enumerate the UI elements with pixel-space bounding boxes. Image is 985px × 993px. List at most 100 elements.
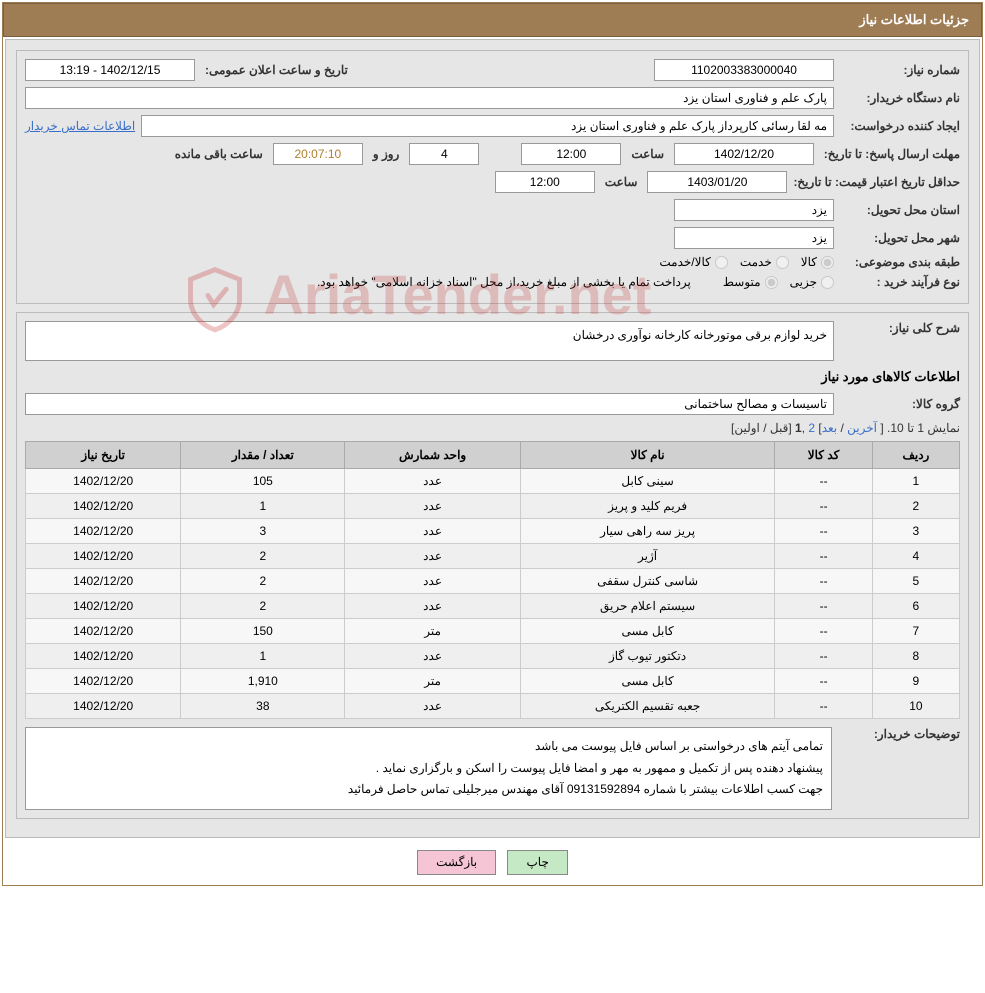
- table-row: 1--سینی کابلعدد1051402/12/20: [26, 469, 960, 494]
- days-label: روز و: [369, 147, 404, 161]
- radio-both[interactable]: کالا/خدمت: [659, 255, 727, 269]
- table-cell: عدد: [345, 644, 520, 669]
- group-value: تاسیسات و مصالح ساختمانی: [25, 393, 834, 415]
- city-value: یزد: [674, 227, 834, 249]
- table-cell: عدد: [345, 544, 520, 569]
- table-cell: 5: [872, 569, 959, 594]
- table-cell: عدد: [345, 594, 520, 619]
- items-table: ردیفکد کالانام کالاواحد شمارشتعداد / مقد…: [25, 441, 960, 719]
- validity-date: 1403/01/20: [647, 171, 787, 193]
- need-number-value: 1102003383000040: [654, 59, 834, 81]
- notes-line1: تمامی آیتم های درخواستی بر اساس فایل پیو…: [34, 736, 823, 758]
- table-cell: 1402/12/20: [26, 619, 181, 644]
- table-cell: فریم کلید و پریز: [520, 494, 775, 519]
- radio-medium-label: متوسط: [723, 275, 761, 289]
- announce-label: تاریخ و ساعت اعلان عمومی:: [201, 63, 352, 77]
- table-cell: 1402/12/20: [26, 469, 181, 494]
- need-number-label: شماره نیاز:: [840, 63, 960, 77]
- table-cell: --: [775, 594, 872, 619]
- process-label: نوع فرآیند خرید :: [840, 275, 960, 289]
- pager-last[interactable]: آخرین: [847, 421, 877, 435]
- desc-label: شرح کلی نیاز:: [840, 321, 960, 335]
- pager-next[interactable]: بعد: [822, 421, 837, 435]
- radio-partial-label: جزیی: [790, 275, 817, 289]
- table-row: 6--سیستم اعلام حریقعدد21402/12/20: [26, 594, 960, 619]
- table-cell: 6: [872, 594, 959, 619]
- notes-line3: جهت کسب اطلاعات بیشتر با شماره 091315928…: [34, 779, 823, 801]
- table-cell: --: [775, 644, 872, 669]
- buyer-org-value: پارک علم و فناوری استان یزد: [25, 87, 834, 109]
- back-button[interactable]: بازگشت: [417, 850, 496, 875]
- hour-label-1: ساعت: [627, 147, 668, 161]
- table-cell: 150: [181, 619, 345, 644]
- table-cell: 9: [872, 669, 959, 694]
- table-cell: 2: [872, 494, 959, 519]
- pager-prefix: نمایش 1 تا 10. [: [877, 421, 960, 435]
- contact-link[interactable]: اطلاعات تماس خریدار: [25, 119, 135, 133]
- deadline-hour: 12:00: [521, 143, 621, 165]
- radio-partial[interactable]: جزیی: [790, 275, 834, 289]
- countdown: 20:07:10: [273, 143, 363, 165]
- table-row: 9--کابل مسیمتر1,9101402/12/20: [26, 669, 960, 694]
- remaining-label: ساعت باقی مانده: [171, 147, 267, 161]
- table-cell: 1402/12/20: [26, 544, 181, 569]
- notes-label: توضیحات خریدار:: [840, 727, 960, 741]
- table-cell: کابل مسی: [520, 669, 775, 694]
- table-cell: کابل مسی: [520, 619, 775, 644]
- table-header: کد کالا: [775, 442, 872, 469]
- button-row: چاپ بازگشت: [3, 840, 982, 885]
- table-cell: --: [775, 694, 872, 719]
- table-cell: جعبه تقسیم الکتریکی: [520, 694, 775, 719]
- table-cell: 1: [181, 644, 345, 669]
- category-label: طبقه بندی موضوعی:: [840, 255, 960, 269]
- items-title: اطلاعات کالاهای مورد نیاز: [25, 369, 960, 385]
- group-label: گروه کالا:: [840, 397, 960, 411]
- table-cell: --: [775, 544, 872, 569]
- table-row: 4--آژیرعدد21402/12/20: [26, 544, 960, 569]
- radio-medium[interactable]: متوسط: [723, 275, 778, 289]
- table-cell: عدد: [345, 569, 520, 594]
- radio-goods[interactable]: کالا: [801, 255, 834, 269]
- days-value: 4: [409, 143, 479, 165]
- print-button[interactable]: چاپ: [507, 850, 567, 875]
- hour-label-2: ساعت: [601, 175, 642, 189]
- pager: نمایش 1 تا 10. [ آخرین / بعد] 2 ,1 [قبل …: [25, 421, 960, 435]
- table-cell: 2: [181, 569, 345, 594]
- table-cell: 1402/12/20: [26, 644, 181, 669]
- payment-note: پرداخت تمام یا بخشی از مبلغ خرید،از محل …: [317, 275, 691, 289]
- table-cell: 4: [872, 544, 959, 569]
- table-cell: آژیر: [520, 544, 775, 569]
- table-cell: 2: [181, 594, 345, 619]
- requester-value: مه لقا رسائی کارپرداز پارک علم و فناوری …: [141, 115, 834, 137]
- radio-goods-label: کالا: [801, 255, 817, 269]
- table-row: 2--فریم کلید و پریزعدد11402/12/20: [26, 494, 960, 519]
- table-cell: --: [775, 669, 872, 694]
- table-cell: سینی کابل: [520, 469, 775, 494]
- table-cell: --: [775, 619, 872, 644]
- table-row: 8--دتکتور تیوب گازعدد11402/12/20: [26, 644, 960, 669]
- table-cell: --: [775, 469, 872, 494]
- deadline-label: مهلت ارسال پاسخ: تا تاریخ:: [820, 147, 960, 161]
- table-cell: 1402/12/20: [26, 669, 181, 694]
- radio-service[interactable]: خدمت: [740, 255, 789, 269]
- pager-sep2: ]: [815, 421, 822, 435]
- table-cell: 7: [872, 619, 959, 644]
- requester-label: ایجاد کننده درخواست:: [840, 119, 960, 133]
- pager-page1: 1: [795, 421, 802, 435]
- table-cell: --: [775, 494, 872, 519]
- table-cell: متر: [345, 669, 520, 694]
- notes-box: تمامی آیتم های درخواستی بر اساس فایل پیو…: [25, 727, 832, 810]
- table-cell: 1,910: [181, 669, 345, 694]
- info-section: شماره نیاز: 1102003383000040 تاریخ و ساع…: [16, 50, 969, 304]
- desc-value: خرید لوازم برقی موتورخانه کارخانه نوآوری…: [25, 321, 834, 361]
- table-header: تاریخ نیاز: [26, 442, 181, 469]
- deadline-date: 1402/12/20: [674, 143, 814, 165]
- table-cell: دتکتور تیوب گاز: [520, 644, 775, 669]
- table-row: 10--جعبه تقسیم الکتریکیعدد381402/12/20: [26, 694, 960, 719]
- radio-service-label: خدمت: [740, 255, 772, 269]
- table-cell: شاسی کنترل سقفی: [520, 569, 775, 594]
- table-header: واحد شمارش: [345, 442, 520, 469]
- buyer-org-label: نام دستگاه خریدار:: [840, 91, 960, 105]
- city-label: شهر محل تحویل:: [840, 231, 960, 245]
- table-cell: 105: [181, 469, 345, 494]
